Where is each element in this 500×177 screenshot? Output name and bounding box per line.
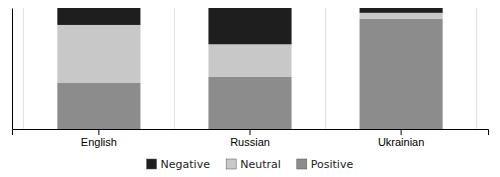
tick-mark [98,129,99,135]
tick: Russian [230,129,270,148]
plot: English Russian Ukrainian [13,8,489,148]
tick-label: Russian [230,136,270,148]
bar [208,44,291,77]
bar [360,13,443,19]
legend-label: Positive [311,158,354,171]
legend-swatch [147,159,157,169]
series [57,8,442,44]
legend: Negative Neutral Positive [147,158,354,171]
axis-line [13,130,489,136]
axis-line [12,9,13,130]
tick-mark [401,129,402,135]
bar [57,8,140,25]
tick-label: English [81,136,117,148]
tick-label: Ukrainian [378,136,424,148]
grid [23,8,476,129]
grid-line [174,8,175,129]
x-axis: English Russian Ukrainian [13,129,489,148]
legend-swatch [226,159,236,169]
grid-line [325,8,326,129]
bar [208,77,291,129]
bar [360,8,443,13]
legend-swatch [297,159,307,169]
legend-item: Neutral [226,158,281,171]
tick: English [81,129,117,148]
tick-mark [250,129,251,135]
bar [360,19,443,129]
tick: Ukrainian [378,129,424,148]
bar [57,83,140,129]
chart: English Russian Ukrainian Negative Neutral Po… [0,0,500,177]
legend-item: Positive [297,158,354,171]
bar [208,8,291,44]
legend-label: Neutral [240,158,281,171]
y-axis [12,9,13,130]
bars [57,8,442,129]
bar [57,25,140,83]
grid-line [476,8,477,129]
legend-item: Negative [147,158,211,171]
grid-line [23,8,24,129]
legend-label: Negative [161,158,211,171]
